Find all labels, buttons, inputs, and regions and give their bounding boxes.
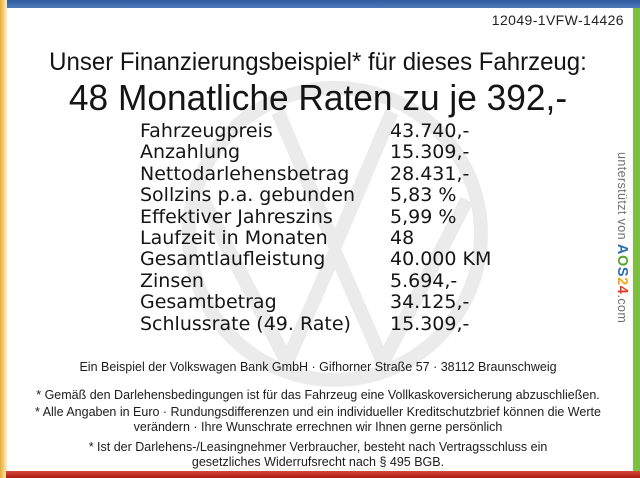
row-value: 43.740,- xyxy=(390,120,470,142)
row-label: Gesamtbetrag xyxy=(140,291,277,314)
supported-by-label: unterstützt von xyxy=(615,152,629,244)
row-value: 28.431,- xyxy=(390,162,470,185)
table-row: Anzahlung 15.309,- xyxy=(140,141,491,164)
aos24-domain-suffix: .com xyxy=(615,294,629,324)
footnote-euro-rounding: * Alle Angaben in Euro · Rundungsdiffere… xyxy=(35,405,601,434)
row-label: Gesamtlaufleistung xyxy=(140,248,326,271)
reference-number: 12049-1VFW-14426 xyxy=(491,12,624,28)
footnote-withdrawal-right: * Ist der Darlehens-/Leasingnehmer Verbr… xyxy=(88,440,548,469)
table-row: Schlussrate (49. Rate) 15.309,- xyxy=(140,312,491,335)
table-row: Fahrzeugpreis 43.740,- xyxy=(140,120,491,142)
row-value: 5,99 % xyxy=(390,205,457,228)
table-row: Gesamtlaufleistung 40.000 KM xyxy=(140,248,492,271)
supported-by-sidebar: unterstützt von AOS24.com xyxy=(613,152,631,323)
row-label: Anzahlung xyxy=(140,141,241,164)
table-row: Nettodarlehensbetrag 28.431,- xyxy=(140,162,491,185)
row-label: Nettodarlehensbetrag xyxy=(140,162,350,185)
row-label: Effektiver Jahreszins xyxy=(140,205,333,228)
row-value: 48 xyxy=(390,227,415,250)
table-row: Gesamtbetrag 34.125,- xyxy=(140,291,491,314)
title-line: Unser Finanzierungsbeispiel* für dieses … xyxy=(49,48,587,76)
row-label: Sollzins p.a. gebunden xyxy=(140,184,355,207)
table-row: Zinsen 5.694,- xyxy=(140,269,491,292)
table-row: Sollzins p.a. gebunden 5,83 % xyxy=(140,184,491,207)
title-block: Unser Finanzierungsbeispiel* für dieses … xyxy=(10,46,626,117)
frame-edge-left xyxy=(0,0,7,478)
row-label: Laufzeit in Monaten xyxy=(140,227,328,250)
finance-table: Fahrzeugpreis 43.740,- Anzahlung 15.309,… xyxy=(140,120,492,335)
footnote-insurance: * Gemäß den Darlehensbedingungen ist für… xyxy=(36,388,600,402)
aos24-logo-letter: 2 xyxy=(614,277,630,286)
frame-edge-right xyxy=(633,8,640,471)
row-value: 15.309,- xyxy=(390,312,470,335)
frame-edge-bottom xyxy=(6,471,640,478)
aos24-logo-letter: 4 xyxy=(614,285,630,295)
aos24-logo-letter: O xyxy=(614,254,630,267)
row-value: 34.125,- xyxy=(390,291,470,314)
headline-monthly-rate: 48 Monatliche Raten zu je 392,- xyxy=(68,77,568,118)
row-value: 5,83 % xyxy=(390,184,457,207)
row-value: 5.694,- xyxy=(390,269,458,292)
row-label: Zinsen xyxy=(140,269,204,292)
row-value: 40.000 KM xyxy=(390,248,492,271)
row-value: 15.309,- xyxy=(390,141,470,164)
aos24-logo-letter: S xyxy=(614,266,630,278)
table-row: Laufzeit in Monaten 48 xyxy=(140,227,491,250)
aos24-logo-letter: A xyxy=(614,243,630,255)
row-label: Fahrzeugpreis xyxy=(140,120,273,142)
bank-address-line: Ein Beispiel der Volkswagen Bank GmbH · … xyxy=(79,360,557,374)
vw-logo-icon xyxy=(182,81,488,387)
row-label: Schlussrate (49. Rate) xyxy=(140,312,351,335)
footer: Ein Beispiel der Volkswagen Bank GmbH · … xyxy=(10,360,626,470)
frame-edge-top xyxy=(6,0,640,8)
table-row: Effektiver Jahreszins 5,99 % xyxy=(140,205,491,228)
